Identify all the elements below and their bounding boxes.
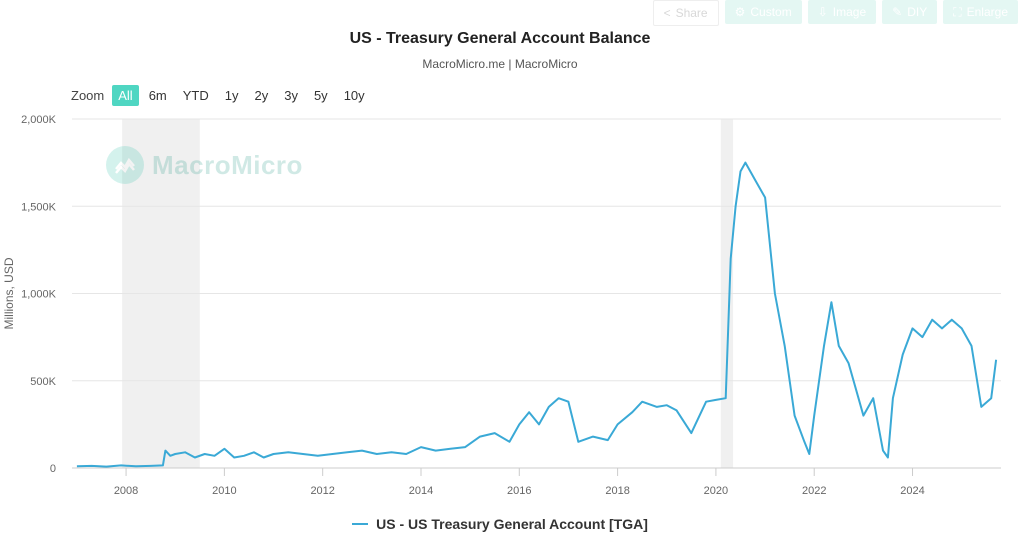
legend[interactable]: US - US Treasury General Account [TGA] [0,516,1000,532]
toolbar: < Share ⚙ Custom ⇩ Image ✎ DIY ⛶ Enlarge [652,0,1018,26]
enlarge-label: Enlarge [966,5,1008,19]
x-tick-label: 2008 [114,485,138,497]
zoom-10y-button[interactable]: 10y [343,88,365,103]
custom-button[interactable]: ⚙ Custom [724,0,802,24]
y-tick-label: 1,500K [21,201,57,213]
zoom-selector: Zoom All 6m YTD 1y 2y 3y 5y 10y [71,85,371,106]
y-axis-title: Millions, USD [2,257,16,329]
zoom-ytd-button[interactable]: YTD [182,88,209,103]
share-icon: < [663,6,671,20]
x-tick-label: 2020 [704,485,728,497]
image-label: Image [832,5,867,19]
x-tick-label: 2024 [900,485,924,497]
x-tick-label: 2014 [409,485,433,497]
x-tick-label: 2018 [605,485,629,497]
x-tick-label: 2016 [507,485,531,497]
pencil-icon: ✎ [892,5,903,19]
legend-label: US - US Treasury General Account [TGA] [376,516,648,532]
zoom-all-button[interactable]: All [112,85,139,106]
zoom-1y-button[interactable]: 1y [224,88,239,103]
diy-label: DIY [907,5,928,19]
expand-icon: ⛶ [953,4,962,19]
diy-button[interactable]: ✎ DIY [882,0,938,24]
share-button[interactable]: < Share [652,0,719,26]
zoom-6m-button[interactable]: 6m [148,88,167,103]
chart-subtitle: MacroMicro.me | MacroMicro [422,57,578,71]
y-tick-label: 0 [50,463,56,475]
y-tick-label: 2,000K [21,114,57,126]
x-tick-label: 2022 [802,485,826,497]
x-tick-label: 2010 [212,485,236,497]
custom-label: Custom [750,5,792,19]
zoom-5y-button[interactable]: 5y [313,88,328,103]
zoom-2y-button[interactable]: 2y [254,88,269,103]
x-tick-label: 2012 [310,485,334,497]
y-tick-label: 500K [30,376,56,388]
zoom-3y-button[interactable]: 3y [284,88,298,103]
legend-swatch [352,523,369,525]
share-label: Share [675,6,708,20]
enlarge-button[interactable]: ⛶ Enlarge [943,0,1018,24]
y-tick-label: 1,000K [21,289,57,301]
gear-icon: ⚙ [734,5,746,19]
series-line-0 [76,161,998,468]
image-button[interactable]: ⇩ Image [807,0,877,24]
download-icon: ⇩ [817,5,828,19]
zoom-label: Zoom [71,88,105,103]
chart-title: US - Treasury General Account Balance [349,30,651,47]
